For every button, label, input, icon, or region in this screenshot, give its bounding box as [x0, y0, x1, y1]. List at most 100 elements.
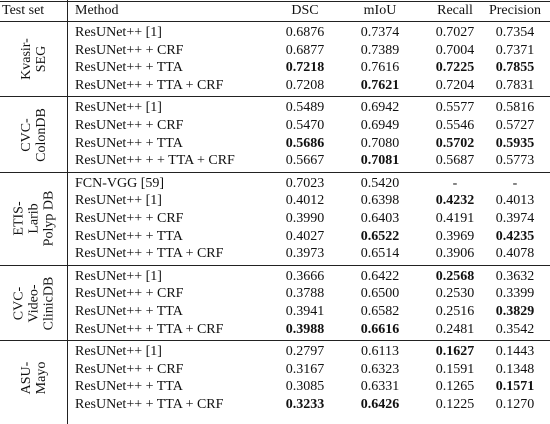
value-cell: 0.3632 — [495, 268, 535, 284]
value-cell: 0.4078 — [495, 246, 535, 262]
column-header: DSC — [291, 3, 319, 18]
method-cell: ResUNet++ + CRF — [75, 361, 184, 377]
value-cell: 0.7389 — [360, 42, 400, 58]
value-cell: 0.4235 — [495, 228, 535, 244]
method-cell: FCN-VGG [59] — [75, 175, 165, 191]
value-cell: 0.4191 — [435, 211, 475, 226]
value-cell: 0.4013 — [495, 193, 535, 209]
value-cell: 0.7616 — [360, 60, 400, 76]
method-cell: ResUNet++ + TTA — [75, 135, 183, 151]
method-cell: ResUNet++ + CRF — [75, 286, 184, 302]
test-set-line: ColonDB — [34, 107, 50, 162]
method-cell: ResUNet++ + CRF — [75, 118, 184, 133]
column-header: Recall — [437, 3, 473, 18]
value-cell: 0.7855 — [495, 60, 535, 76]
value-cell: 0.3988 — [285, 321, 325, 337]
value-cell: 0.5667 — [285, 153, 325, 169]
value-cell: 0.2481 — [435, 321, 475, 337]
value-cell: 0.5816 — [495, 100, 535, 116]
value-cell: 0.3788 — [285, 286, 325, 302]
value-cell: 0.5702 — [435, 135, 475, 151]
value-cell: 0.6522 — [360, 228, 400, 244]
column-header: Precision — [488, 3, 542, 18]
value-cell: 0.7225 — [435, 60, 475, 76]
value-cell: 0.4232 — [435, 193, 475, 209]
value-cell: 0.3974 — [495, 211, 535, 226]
value-cell: 0.7080 — [360, 135, 400, 151]
value-cell: 0.5686 — [285, 135, 325, 151]
value-cell: 0.3085 — [285, 379, 325, 395]
value-cell: 0.1591 — [435, 361, 475, 377]
value-cell: 0.3829 — [495, 304, 535, 319]
column-header: Test set — [2, 3, 45, 18]
method-cell: ResUNet++ [1] — [75, 25, 162, 40]
value-cell: 0.5470 — [285, 118, 325, 133]
rule — [0, 340, 550, 342]
value-cell: 0.7374 — [360, 25, 400, 40]
value-cell: 0.7004 — [435, 42, 475, 58]
method-cell: ResUNet++ + TTA — [75, 60, 183, 76]
rule — [0, 21, 550, 22]
method-cell: ResUNet++ + TTA + CRF — [75, 321, 224, 337]
value-cell: 0.1348 — [495, 361, 535, 377]
value-cell: 0.5773 — [495, 153, 535, 169]
test-set-line: SEG — [34, 45, 50, 73]
method-cell: ResUNet++ + CRF — [75, 42, 184, 58]
method-cell: ResUNet++ [1] — [75, 193, 162, 209]
value-cell: 0.3167 — [285, 361, 325, 377]
test-set-line: Larib — [26, 203, 42, 234]
value-cell: 0.7081 — [360, 153, 400, 169]
test-set-line: ClinicDB — [41, 276, 57, 330]
test-set-label: ETIS- Larib Polyp DB — [12, 175, 57, 263]
test-set-label: CVC- ColonDB — [19, 99, 49, 169]
value-cell: - — [512, 175, 518, 191]
value-cell: 0.3542 — [495, 321, 535, 337]
method-cell: ResUNet++ [1] — [75, 268, 162, 284]
value-cell: 0.6323 — [360, 361, 400, 377]
value-cell: 0.4012 — [285, 193, 325, 209]
test-set-line: CVC- — [19, 117, 35, 152]
value-cell: 0.2516 — [435, 304, 475, 319]
column-rule — [67, 0, 68, 424]
value-cell: 0.7621 — [360, 77, 400, 93]
method-cell: ResUNet++ [1] — [75, 100, 162, 116]
value-cell: 0.3969 — [435, 228, 475, 244]
value-cell: 0.6331 — [360, 379, 400, 395]
value-cell: 0.5420 — [360, 175, 400, 191]
test-set-line: Video- — [26, 283, 42, 323]
value-cell: 0.7371 — [495, 42, 535, 58]
rule — [0, 96, 550, 98]
test-set-label: ASU- Mayo — [19, 343, 49, 413]
value-cell: 0.5727 — [495, 118, 535, 133]
value-cell: 0.3906 — [435, 246, 475, 262]
value-cell: 0.5546 — [435, 118, 475, 133]
test-set-label: CVC- Video- ClinicDB — [12, 268, 57, 338]
value-cell: 0.7831 — [495, 77, 535, 93]
rule — [0, 171, 550, 173]
value-cell: 0.1265 — [435, 379, 475, 395]
value-cell: 0.1225 — [435, 397, 475, 412]
method-cell: ResUNet++ + TTA + CRF — [75, 77, 224, 93]
test-set-label: Kvasir- SEG — [19, 24, 49, 94]
value-cell: 0.7027 — [435, 25, 475, 40]
value-cell: 0.6398 — [360, 193, 400, 209]
value-cell: 0.6514 — [360, 246, 400, 262]
method-cell: ResUNet++ + TTA + CRF — [75, 246, 224, 262]
method-cell: ResUNet++ + TTA — [75, 379, 183, 395]
value-cell: 0.2568 — [435, 268, 475, 284]
value-cell: 0.1443 — [495, 344, 535, 360]
value-cell: 0.6113 — [361, 344, 399, 360]
method-cell: ResUNet++ + TTA — [75, 304, 183, 319]
value-cell: 0.3990 — [285, 211, 325, 226]
value-cell: 0.7218 — [285, 60, 325, 76]
value-cell: 0.1571 — [495, 379, 535, 395]
value-cell: 0.6426 — [360, 397, 400, 412]
value-cell: 0.3399 — [495, 286, 535, 302]
column-header: Method — [75, 3, 119, 18]
value-cell: 0.7023 — [285, 175, 325, 191]
value-cell: 0.6500 — [360, 286, 400, 302]
rule — [0, 264, 550, 266]
value-cell: 0.7208 — [285, 77, 325, 93]
method-cell: ResUNet++ + TTA — [75, 228, 183, 244]
